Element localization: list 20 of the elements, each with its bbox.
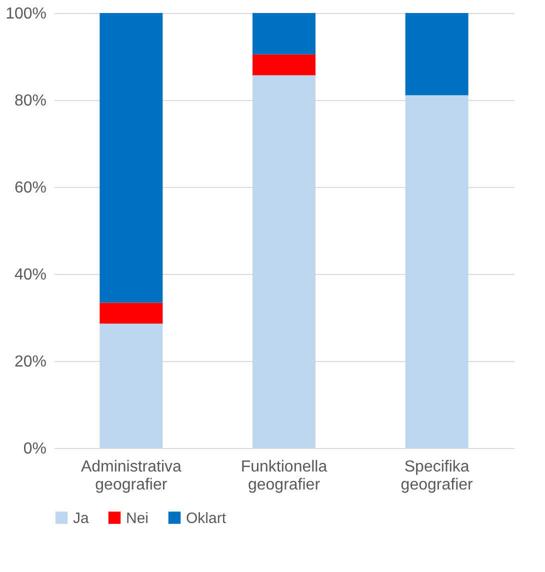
y-tick-label: 40%	[14, 266, 46, 284]
y-tick-label: 0%	[23, 440, 46, 458]
bar	[405, 95, 468, 448]
bar	[100, 13, 163, 303]
y-tick-label: 80%	[14, 92, 46, 110]
bar	[100, 302, 163, 324]
y-tick-label: 20%	[14, 354, 46, 370]
bar	[252, 13, 316, 54]
x-tick-label: Administrativa geografier	[80, 458, 182, 494]
y-tick-label: 60%	[14, 180, 46, 196]
legend-label: Ja	[73, 510, 90, 527]
x-tick-label: Specifika geografier	[400, 458, 474, 494]
bar	[252, 54, 316, 76]
legend-label: Oklart	[186, 510, 227, 527]
bar	[100, 324, 163, 448]
y-tick-label: 100%	[6, 6, 46, 22]
bar	[405, 13, 468, 96]
x-tick-label: Funktionella geografier	[240, 458, 328, 494]
bar	[252, 75, 316, 448]
legend-label: Nei	[126, 510, 149, 527]
